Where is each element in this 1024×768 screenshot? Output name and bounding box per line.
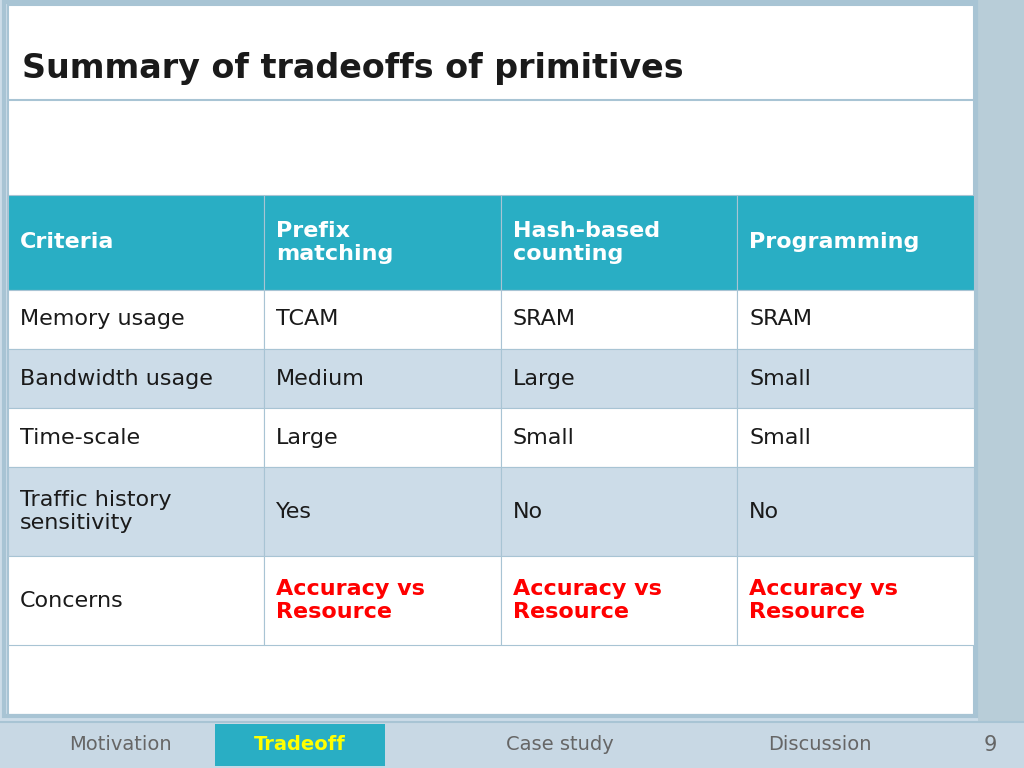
Text: Concerns: Concerns: [20, 591, 124, 611]
Text: Hash-based
counting: Hash-based counting: [513, 220, 659, 264]
Bar: [737, 195, 974, 290]
Text: Large: Large: [513, 369, 575, 389]
Text: Case study: Case study: [506, 736, 613, 754]
Text: Small: Small: [750, 369, 811, 389]
Text: No: No: [750, 502, 779, 521]
Bar: [501, 195, 737, 290]
Text: Accuracy vs
Resource: Accuracy vs Resource: [750, 579, 898, 622]
Bar: [978, 0, 1024, 768]
Text: Programming: Programming: [750, 233, 920, 253]
Bar: [8, 408, 264, 468]
Text: 9: 9: [983, 735, 996, 755]
Text: Traffic history
sensitivity: Traffic history sensitivity: [20, 490, 171, 534]
Bar: [8, 468, 264, 556]
Text: Medium: Medium: [276, 369, 365, 389]
Bar: [215, 724, 385, 766]
Text: SRAM: SRAM: [750, 310, 812, 329]
Bar: [264, 408, 501, 468]
Bar: [8, 349, 264, 408]
Text: Small: Small: [750, 428, 811, 448]
Text: Motivation: Motivation: [69, 736, 171, 754]
Bar: [501, 556, 737, 645]
Text: TCAM: TCAM: [276, 310, 338, 329]
Text: Summary of tradeoffs of primitives: Summary of tradeoffs of primitives: [22, 52, 684, 85]
Bar: [737, 349, 974, 408]
Bar: [8, 290, 264, 349]
Bar: [264, 349, 501, 408]
Bar: [501, 408, 737, 468]
Text: Tradeoff: Tradeoff: [254, 736, 346, 754]
Text: Prefix
matching: Prefix matching: [276, 220, 393, 264]
Bar: [737, 468, 974, 556]
Text: Large: Large: [276, 428, 339, 448]
Bar: [501, 290, 737, 349]
Bar: [264, 556, 501, 645]
Bar: [0, 722, 1024, 768]
Text: Accuracy vs
Resource: Accuracy vs Resource: [276, 579, 425, 622]
Text: Accuracy vs
Resource: Accuracy vs Resource: [513, 579, 662, 622]
Text: Criteria: Criteria: [20, 233, 115, 253]
Bar: [501, 349, 737, 408]
Text: Discussion: Discussion: [768, 736, 871, 754]
Text: SRAM: SRAM: [513, 310, 575, 329]
Text: Small: Small: [513, 428, 574, 448]
Bar: [264, 468, 501, 556]
Bar: [264, 195, 501, 290]
Bar: [501, 468, 737, 556]
Bar: [737, 556, 974, 645]
Bar: [8, 556, 264, 645]
Bar: [737, 408, 974, 468]
Bar: [737, 290, 974, 349]
Text: No: No: [513, 502, 543, 521]
Text: Time-scale: Time-scale: [20, 428, 140, 448]
Text: Yes: Yes: [276, 502, 312, 521]
Bar: [8, 195, 264, 290]
Text: Memory usage: Memory usage: [20, 310, 184, 329]
Bar: [264, 290, 501, 349]
Text: Bandwidth usage: Bandwidth usage: [20, 369, 213, 389]
